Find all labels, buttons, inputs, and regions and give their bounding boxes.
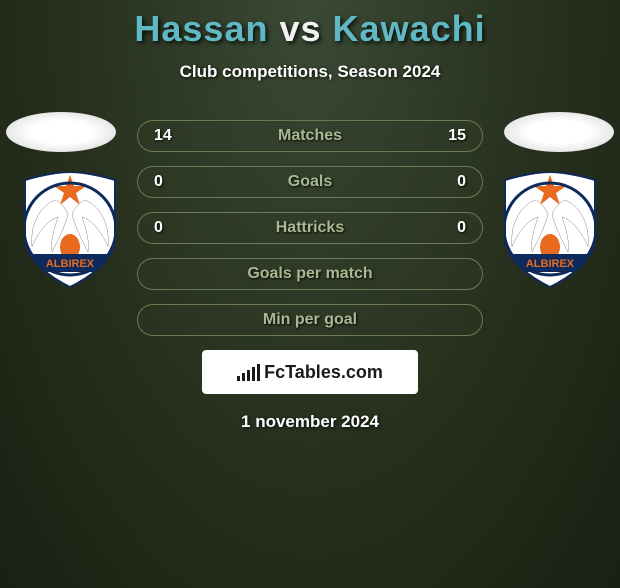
stat-row-mpg: Min per goal [137,304,483,336]
stat-row-matches: 14 Matches 15 [137,120,483,152]
stat-right-value: 15 [436,127,466,145]
stat-row-gpm: Goals per match [137,258,483,290]
player2-club-badge: ALBIREX [500,172,600,287]
stat-right-value: 0 [436,219,466,237]
logo-chart-icon [237,363,260,381]
stat-label: Matches [278,127,342,145]
stat-label: Goals [288,173,332,191]
subtitle: Club competitions, Season 2024 [0,62,620,82]
svg-text:ALBIREX: ALBIREX [526,258,575,270]
player1-name: Hassan [134,8,268,49]
fctables-logo[interactable]: FcTables.com [202,350,418,394]
player1-photo-placeholder [6,112,116,152]
comparison-area: ALBIREX ALBIREX 14 [0,112,620,432]
stat-label: Min per goal [263,311,357,329]
stat-left-value: 0 [154,219,184,237]
stat-label: Hattricks [276,219,344,237]
logo-text: FcTables.com [264,362,383,383]
stat-left-value: 14 [154,127,184,145]
vs-text: vs [279,8,321,49]
stat-row-goals: 0 Goals 0 [137,166,483,198]
svg-text:ALBIREX: ALBIREX [46,258,95,270]
player1-club-badge: ALBIREX [20,172,120,287]
stat-row-hattricks: 0 Hattricks 0 [137,212,483,244]
date-text: 1 november 2024 [0,412,620,432]
stat-left-value: 0 [154,173,184,191]
player2-name: Kawachi [333,8,486,49]
player2-photo-placeholder [504,112,614,152]
stat-label: Goals per match [247,265,372,283]
page-title: Hassan vs Kawachi [0,8,620,50]
stats-rows: 14 Matches 15 0 Goals 0 0 Hattricks 0 Go… [137,112,483,336]
stat-right-value: 0 [436,173,466,191]
